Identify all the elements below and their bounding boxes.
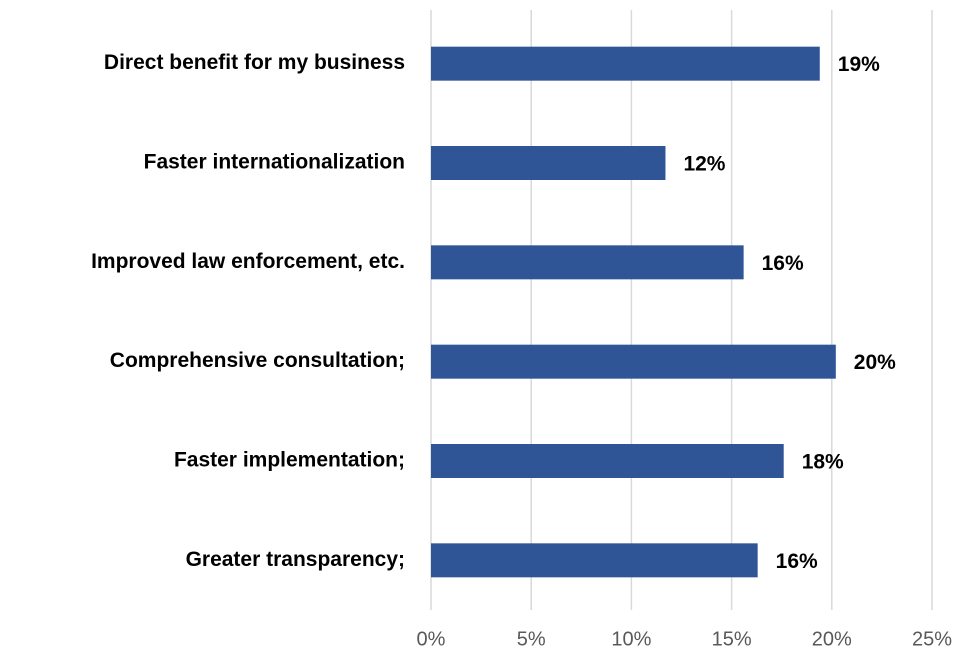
y-tick-label: Faster implementation;	[174, 449, 405, 472]
data-label: 16%	[776, 550, 818, 573]
x-tick-label: 0%	[417, 628, 446, 650]
x-tick-label: 20%	[812, 628, 852, 650]
data-label: 12%	[683, 153, 725, 176]
y-tick-label: Direct benefit for my business	[104, 51, 405, 74]
bar	[431, 444, 784, 478]
y-tick-label: Comprehensive consultation;	[110, 349, 405, 372]
bar	[431, 46, 820, 81]
y-tick-label: Faster internationalization	[144, 151, 405, 174]
y-tick-label: Improved law enforcement, etc.	[91, 250, 405, 273]
x-tick-label: 5%	[517, 628, 546, 650]
data-label: 16%	[762, 252, 804, 275]
data-label: 19%	[838, 53, 880, 76]
bar	[431, 245, 744, 280]
x-tick-label: 15%	[712, 628, 752, 650]
y-tick-label: Greater transparency;	[186, 548, 405, 571]
bar	[431, 146, 666, 180]
data-label: 20%	[854, 351, 896, 374]
bar	[431, 344, 836, 379]
bar	[431, 543, 758, 578]
data-label: 18%	[802, 451, 844, 474]
x-tick-label: 25%	[912, 628, 952, 650]
x-tick-label: 10%	[611, 628, 651, 650]
